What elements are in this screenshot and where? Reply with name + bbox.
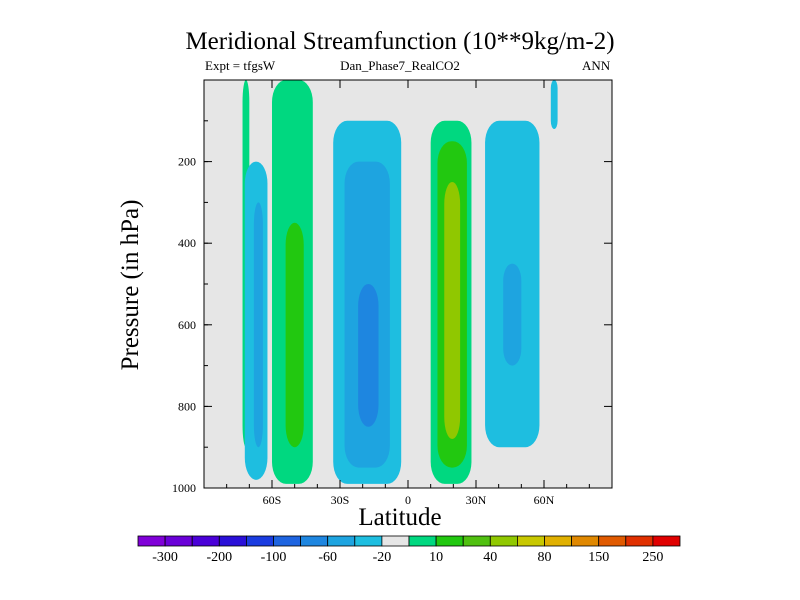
colorbar-box bbox=[517, 535, 545, 547]
colorbar-box bbox=[598, 535, 627, 547]
contour-cell-13 bbox=[550, 80, 558, 129]
x-tick-label: 60N bbox=[534, 493, 555, 507]
colorbar-label: -20 bbox=[373, 550, 392, 565]
colorbar-box bbox=[652, 535, 681, 547]
y-tick-label: 800 bbox=[178, 399, 196, 413]
right-subtitle: ANN bbox=[582, 58, 611, 73]
colorbar-box bbox=[544, 535, 573, 547]
colorbar-box bbox=[191, 535, 220, 547]
x-tick-label: 30S bbox=[331, 493, 350, 507]
colorbar-box bbox=[300, 535, 329, 547]
colorbar-box bbox=[435, 535, 464, 547]
colorbar-label: 250 bbox=[642, 550, 663, 565]
x-tick-label: 0 bbox=[405, 493, 411, 507]
colorbar-label: -300 bbox=[152, 550, 178, 565]
x-tick-label: 30N bbox=[466, 493, 487, 507]
colorbar-label: -100 bbox=[261, 550, 287, 565]
y-tick-label: 400 bbox=[178, 236, 196, 250]
colorbar-box bbox=[625, 535, 654, 547]
contour-cell-12 bbox=[503, 263, 522, 366]
colorbar-box bbox=[571, 535, 600, 547]
colorbar-box bbox=[245, 535, 274, 547]
x-tick-label: 60S bbox=[263, 493, 282, 507]
colorbar-label: 150 bbox=[588, 550, 609, 565]
y-tick-label: 1000 bbox=[172, 481, 196, 495]
colorbar-box bbox=[164, 535, 193, 547]
colorbar-label: -60 bbox=[318, 550, 337, 565]
colorbar-box bbox=[408, 535, 437, 547]
colorbar-box bbox=[137, 535, 166, 547]
colorbar-box bbox=[218, 535, 247, 547]
x-axis-label: Latitude bbox=[358, 504, 442, 531]
y-tick-label: 200 bbox=[178, 155, 196, 169]
colorbar-label: 40 bbox=[483, 550, 497, 565]
chart-title: Meridional Streamfunction (10**9kg/m-2) bbox=[185, 28, 615, 55]
colorbar-box bbox=[273, 535, 302, 547]
colorbar-label: 10 bbox=[429, 550, 443, 565]
colorbar-label: -200 bbox=[206, 550, 232, 565]
left-subtitle: Expt = tfgsW bbox=[205, 58, 276, 73]
colorbar-box bbox=[462, 535, 491, 547]
center-subtitle: Dan_Phase7_RealCO2 bbox=[340, 58, 460, 73]
contour-cell-4 bbox=[285, 222, 304, 448]
colorbar-box bbox=[381, 535, 410, 547]
colorbar-box bbox=[327, 535, 356, 547]
colorbar-box bbox=[354, 535, 383, 547]
contour-cell-2 bbox=[253, 202, 263, 448]
y-tick-label: 600 bbox=[178, 318, 196, 332]
contour-cell-7 bbox=[358, 284, 379, 427]
colorbar-label: 80 bbox=[538, 550, 552, 565]
colorbar-box bbox=[489, 535, 518, 547]
contour-cell-10 bbox=[444, 182, 461, 440]
